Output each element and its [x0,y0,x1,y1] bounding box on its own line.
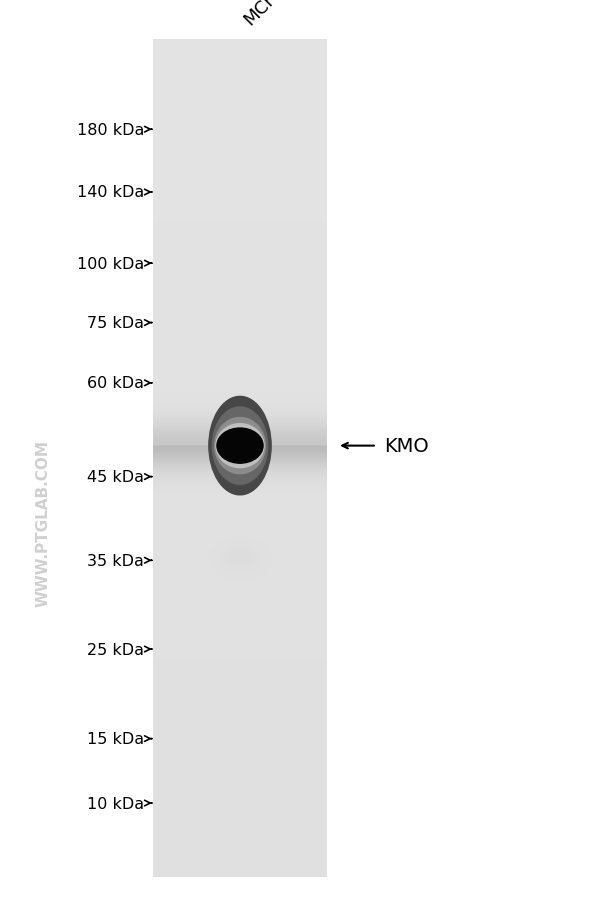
Ellipse shape [212,408,268,484]
Text: 25 kDa: 25 kDa [87,642,144,657]
Text: 10 kDa: 10 kDa [87,796,144,811]
Ellipse shape [216,424,264,468]
Text: 100 kDa: 100 kDa [77,256,144,272]
Text: WWW.PTGLAB.COM: WWW.PTGLAB.COM [35,440,50,606]
Text: 75 kDa: 75 kDa [87,316,144,331]
Text: KMO: KMO [384,437,429,456]
Text: 45 kDa: 45 kDa [87,470,144,484]
Ellipse shape [217,428,263,464]
Text: 60 kDa: 60 kDa [87,376,144,391]
Text: 15 kDa: 15 kDa [87,732,144,746]
Text: 140 kDa: 140 kDa [77,185,144,200]
Text: MCF-7: MCF-7 [240,0,293,29]
Ellipse shape [215,418,265,474]
Text: 35 kDa: 35 kDa [87,553,144,568]
Ellipse shape [209,397,271,495]
Text: 180 kDa: 180 kDa [77,123,144,137]
